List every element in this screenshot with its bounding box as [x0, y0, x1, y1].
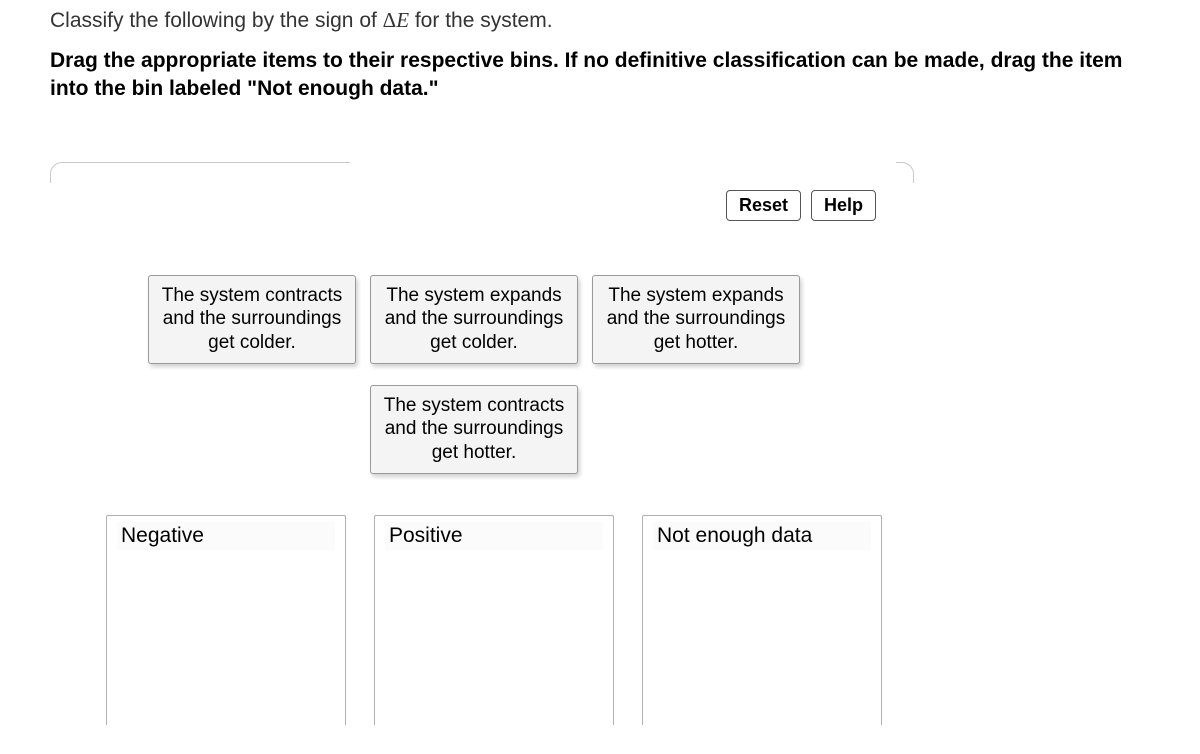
- question-prompt: Classify the following by the sign of ΔE…: [50, 8, 1150, 33]
- bin-label-not-enough: Not enough data: [653, 522, 871, 550]
- draggable-items-area: The system contracts and the surrounding…: [148, 275, 882, 515]
- bin-negative[interactable]: Negative: [106, 515, 346, 725]
- help-button[interactable]: Help: [811, 190, 876, 221]
- bins-row: Negative Positive Not enough data: [106, 515, 882, 725]
- panel-inner: Reset Help The system contracts and the …: [50, 162, 914, 725]
- instructions-text: Drag the appropriate items to their resp…: [50, 47, 1150, 104]
- bin-label-negative: Negative: [117, 522, 335, 550]
- bin-label-positive: Positive: [385, 522, 603, 550]
- drag-item-expands-hotter[interactable]: The system expands and the surroundings …: [592, 275, 800, 364]
- panel-buttons: Reset Help: [82, 190, 882, 221]
- prompt-prefix: Classify the following by the sign of: [50, 9, 383, 32]
- bin-positive[interactable]: Positive: [374, 515, 614, 725]
- activity-panel: Reset Help The system contracts and the …: [50, 162, 914, 725]
- reset-button[interactable]: Reset: [726, 190, 801, 221]
- drag-item-contracts-hotter[interactable]: The system contracts and the surrounding…: [370, 385, 578, 474]
- bin-not-enough-data[interactable]: Not enough data: [642, 515, 882, 725]
- prompt-suffix: for the system.: [409, 9, 553, 32]
- question-page: Classify the following by the sign of ΔE…: [0, 0, 1200, 725]
- delta-symbol: Δ: [383, 8, 397, 32]
- drag-item-contracts-colder[interactable]: The system contracts and the surrounding…: [148, 275, 356, 364]
- drag-item-expands-colder[interactable]: The system expands and the surroundings …: [370, 275, 578, 364]
- e-symbol: E: [396, 8, 409, 32]
